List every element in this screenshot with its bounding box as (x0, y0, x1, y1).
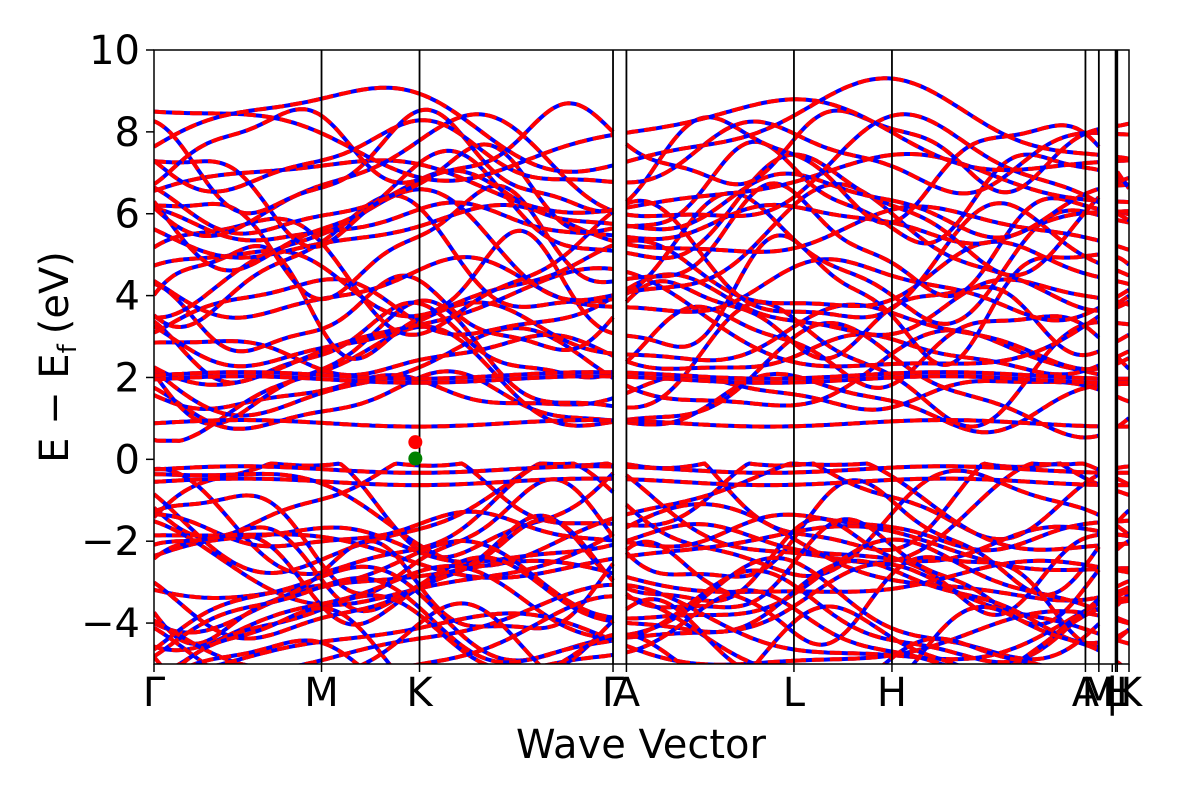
band-line-red (154, 370, 1129, 381)
high-symmetry-lines (320, 50, 1119, 664)
x-tick-label: A (613, 670, 641, 716)
band-line-red (154, 300, 1129, 390)
x-ticks: Γ M K ΓA L H AM|LHK (143, 664, 1144, 716)
x-tick-label: M (1082, 670, 1117, 716)
band-line-red (214, 609, 1129, 664)
band-line-red (154, 168, 1129, 240)
x-tick-label: M (304, 670, 339, 716)
x-tick-label: L (1104, 670, 1127, 716)
band-line-red (154, 101, 1129, 195)
band-line-red (154, 198, 1129, 337)
markers-layer (408, 435, 423, 466)
band-line-red (154, 418, 1129, 429)
band-line-red (154, 601, 961, 664)
y-tick-label: 10 (89, 28, 140, 74)
y-axis-title-unit: (eV) (32, 251, 78, 334)
x-axis-title: Wave Vector (516, 722, 767, 768)
x-tick-label: | (1106, 670, 1119, 716)
band-edge-marker (408, 435, 423, 450)
y-ticks: 10 8 6 4 2 0 −2 −4 (81, 28, 154, 647)
band-line-red (154, 461, 1129, 568)
band-line-red (154, 112, 1129, 238)
y-axis-title: E − Ef (eV) (32, 251, 83, 463)
y-tick-label: 6 (115, 192, 140, 238)
y-tick-label: 8 (115, 110, 140, 156)
band-line-red (154, 522, 1129, 564)
x-tick-label: H (1102, 670, 1132, 716)
x-tick-label: K (1116, 670, 1144, 716)
band-line-red (154, 76, 1129, 174)
y-tick-label: 0 (115, 437, 140, 483)
x-tick-label: L (783, 670, 806, 716)
band-line-red (154, 502, 1129, 607)
y-axis-title-subscript: f (53, 343, 83, 353)
band-line-red (189, 632, 1045, 664)
y-axis-title-main: E − E (32, 353, 78, 463)
band-line-red (154, 513, 1129, 617)
x-tick-label: Γ (602, 670, 625, 716)
y-tick-label: 4 (115, 274, 140, 320)
band-line-red (154, 300, 1129, 372)
y-tick-label: −2 (81, 519, 140, 565)
band-line-red (154, 273, 1129, 361)
band-line-red (179, 597, 1124, 664)
band-line-red (154, 320, 1129, 443)
y-tick-label: 2 (115, 355, 140, 401)
bands-layer (154, 76, 1129, 664)
x-tick-label: H (877, 670, 907, 716)
y-tick-label: −4 (81, 601, 140, 647)
band-line-red (175, 588, 1129, 664)
band-line-red (154, 266, 1129, 387)
band-line-red (154, 509, 1129, 553)
x-tick-label: K (406, 670, 434, 716)
plot-frame (153, 49, 1130, 665)
band-line-red (154, 272, 1129, 337)
x-tick-label: A (1072, 670, 1100, 716)
band-line-red (154, 200, 1129, 246)
band-line-red (154, 476, 1129, 488)
x-tick-label: Γ (143, 670, 166, 716)
band-line-red (154, 464, 1129, 475)
band-line-red (154, 228, 1129, 367)
band-edge-marker (408, 451, 423, 466)
band-line-red (154, 374, 1129, 385)
band-line-red (154, 373, 1129, 412)
